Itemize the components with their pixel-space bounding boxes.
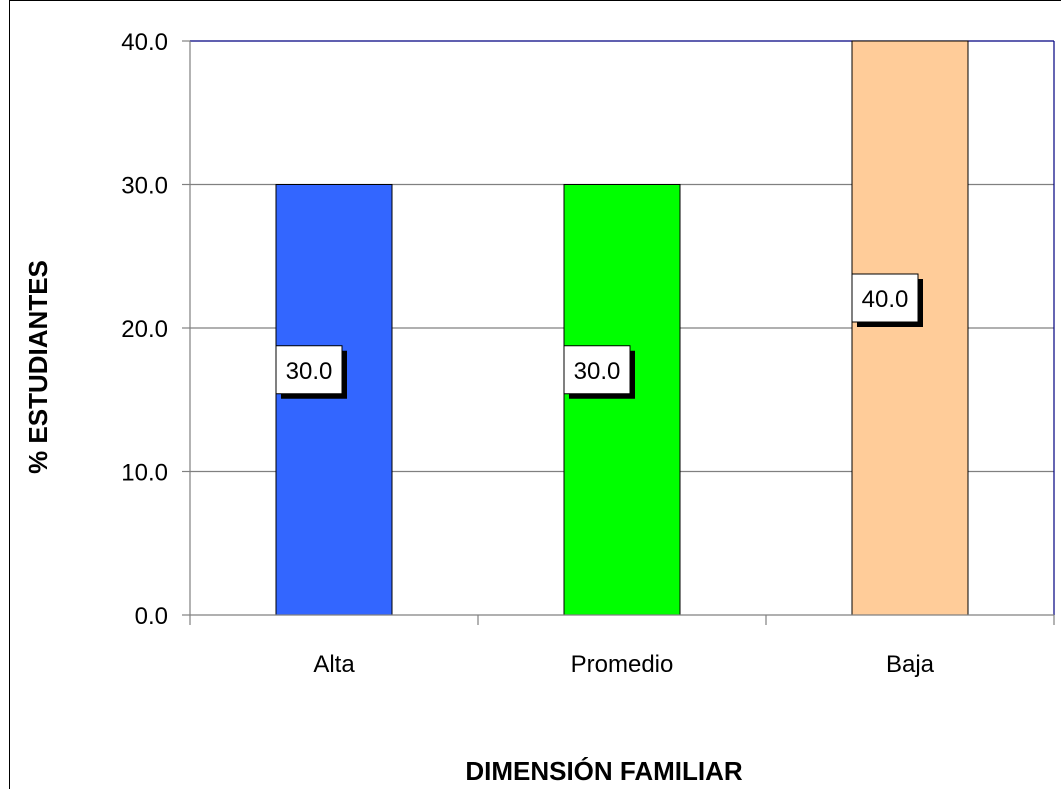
bar-promedio bbox=[563, 184, 681, 616]
x-category-label: Baja bbox=[886, 651, 935, 678]
data-label-value: 30.0 bbox=[286, 358, 333, 385]
data-label-box bbox=[275, 345, 343, 395]
data-labels: 30.0 30.0 40.0 bbox=[275, 273, 923, 399]
data-label-box bbox=[563, 345, 631, 395]
data-label: 40.0 bbox=[851, 273, 923, 327]
data-label: 30.0 bbox=[563, 345, 635, 399]
data-label-box bbox=[851, 273, 919, 323]
axes: 0.0 10.0 20.0 30.0 40.0 Alta Promedio Baja bbox=[121, 29, 1055, 678]
x-category-label: Promedio bbox=[571, 651, 674, 678]
data-label-value: 30.0 bbox=[574, 358, 621, 385]
x-axis-title: DIMENSIÓN FAMILIAR bbox=[465, 756, 743, 786]
y-tick-label: 20.0 bbox=[121, 316, 168, 343]
y-axis-title: % ESTUDIANTES bbox=[23, 260, 53, 474]
x-category-label: Alta bbox=[313, 651, 355, 678]
bar-baja bbox=[851, 40, 969, 616]
y-tick-label: 40.0 bbox=[121, 29, 168, 56]
bars bbox=[275, 40, 969, 616]
y-tick-label: 10.0 bbox=[121, 460, 168, 487]
y-tick-label: 0.0 bbox=[135, 603, 168, 630]
bar-alta bbox=[275, 184, 393, 616]
data-label-value: 40.0 bbox=[862, 286, 909, 313]
y-tick-label: 30.0 bbox=[121, 173, 168, 200]
data-label: 30.0 bbox=[275, 345, 347, 399]
